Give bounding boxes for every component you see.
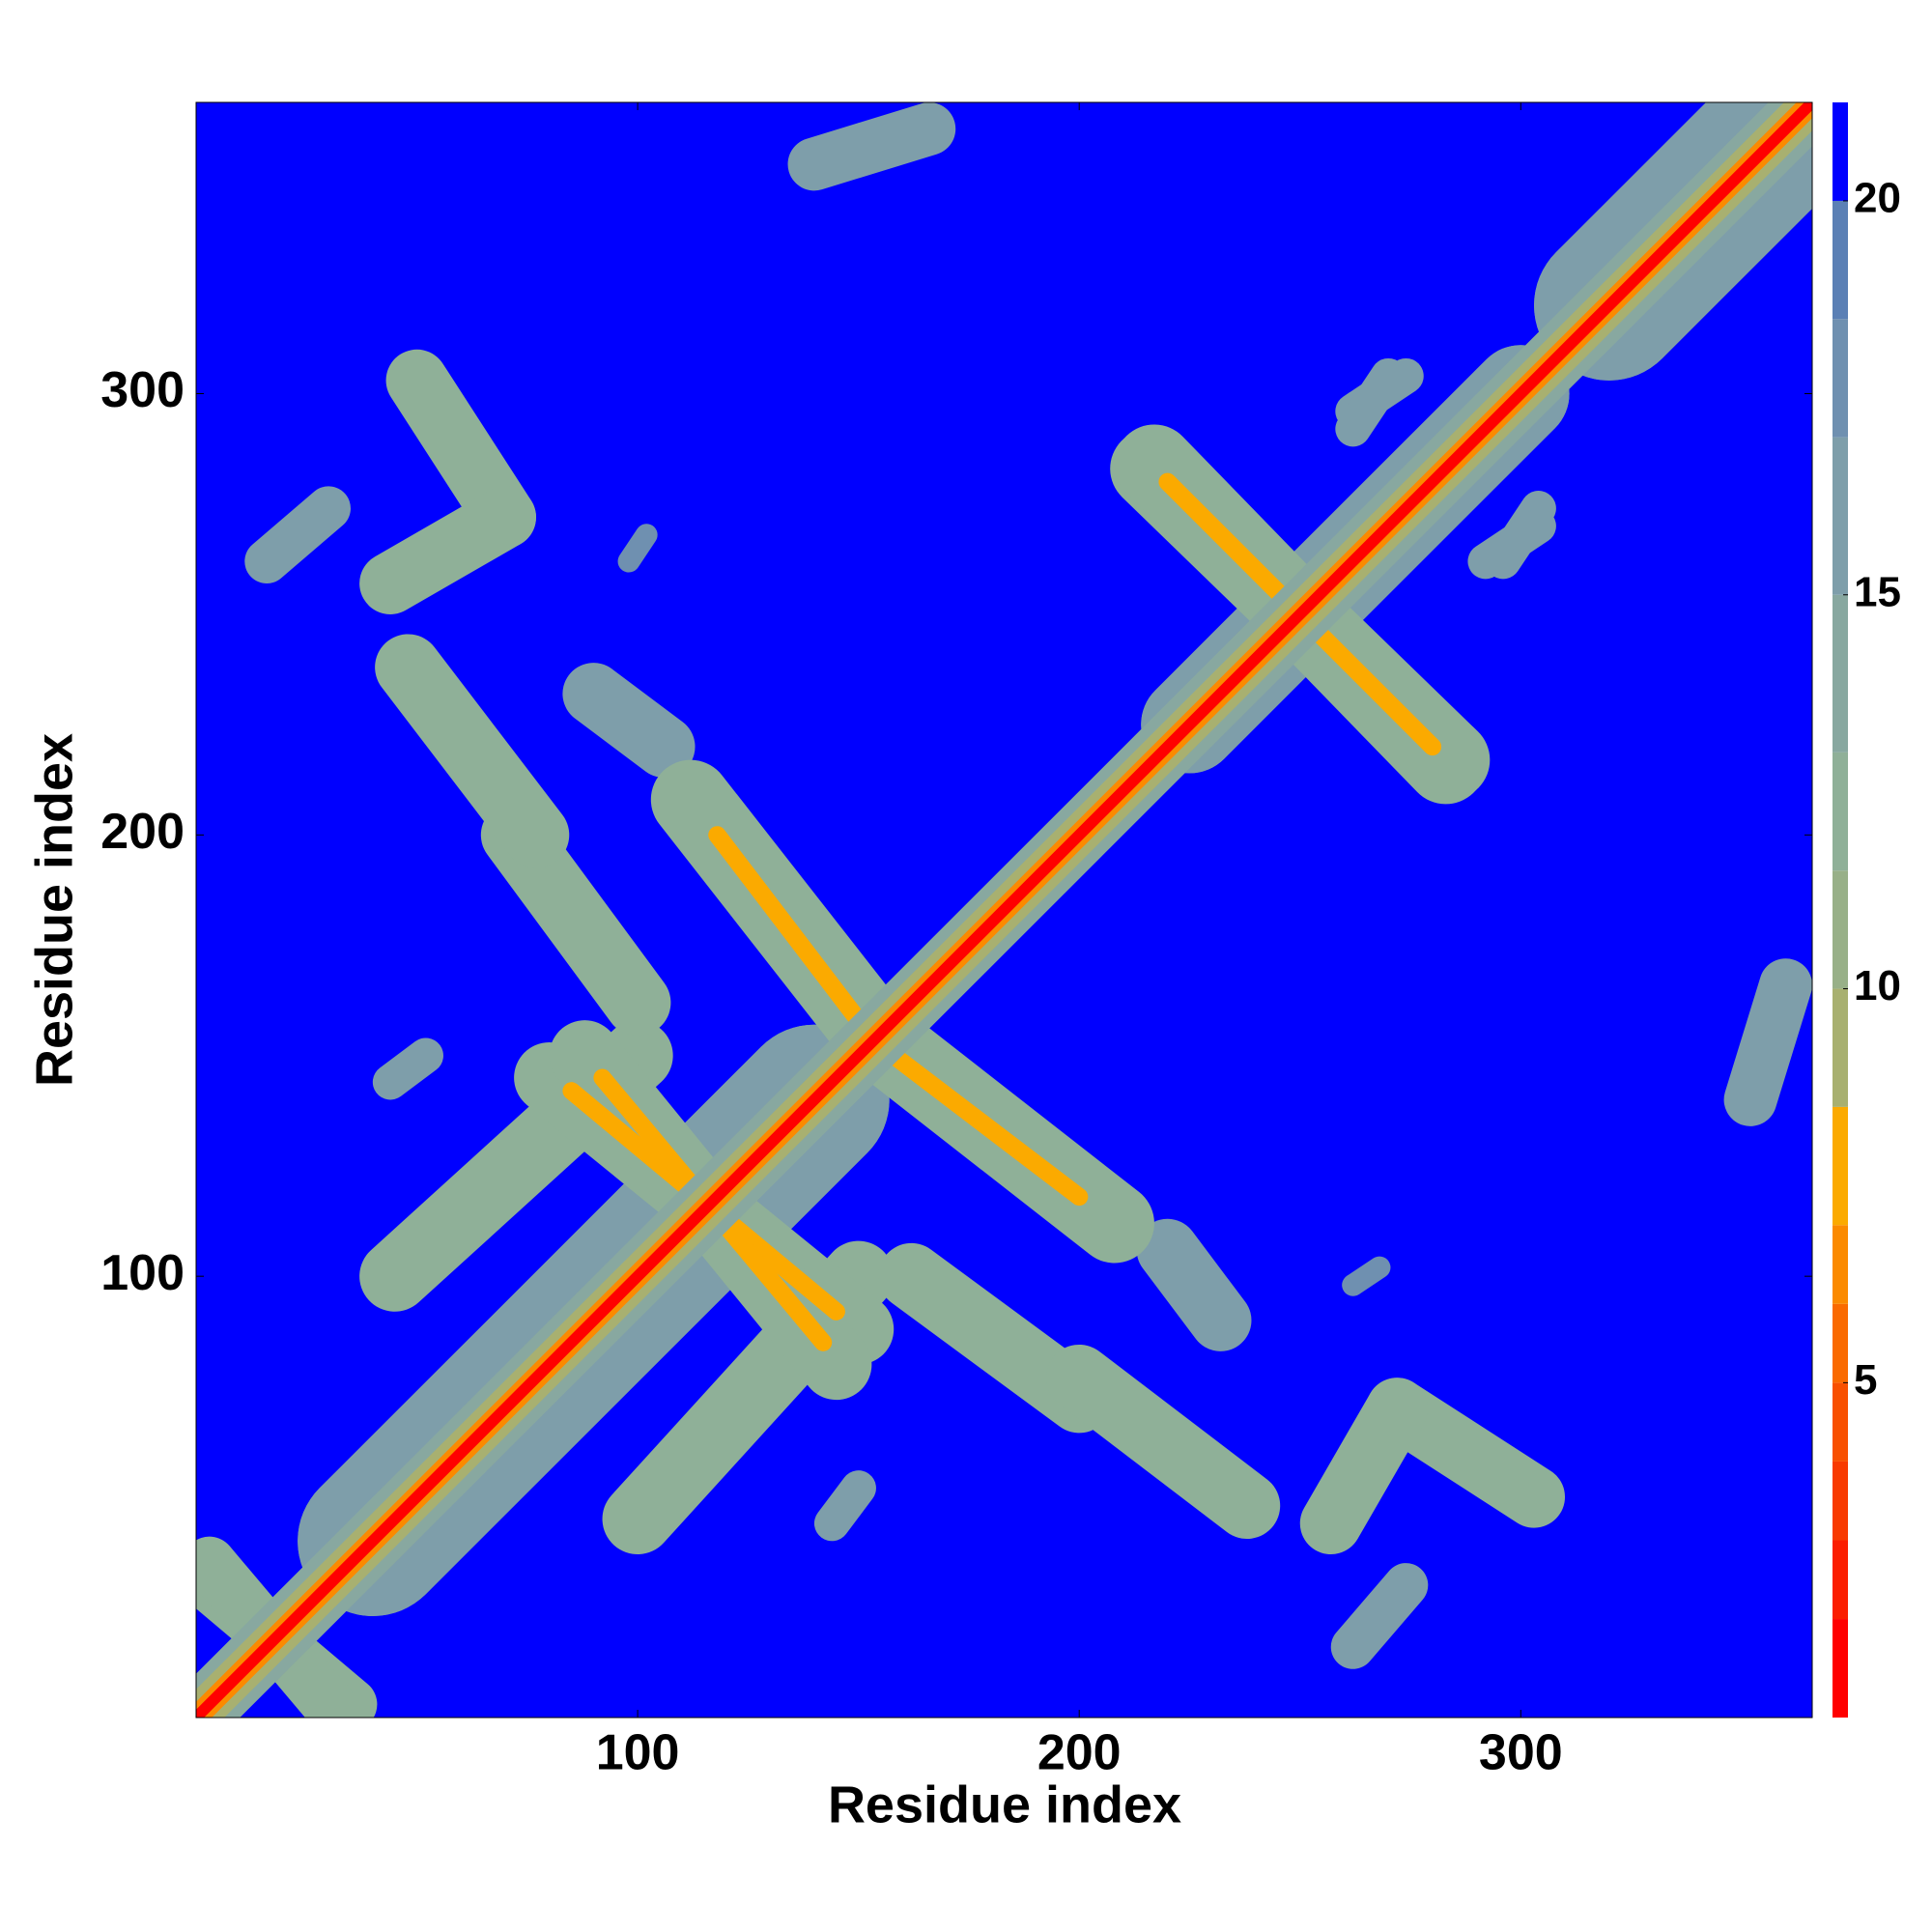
y-tick-label: 200 [100, 804, 185, 860]
contact-mirror [1335, 357, 1406, 447]
colorbar-level [1833, 1225, 1848, 1304]
colorbar-level [1833, 988, 1848, 1107]
x-tick-label: 100 [596, 1725, 680, 1781]
colorbar-level [1833, 752, 1848, 871]
colorbar-level [1833, 1461, 1848, 1541]
y-tick-label: 300 [100, 362, 185, 418]
contact [359, 486, 536, 614]
contact-mirror [1136, 1218, 1252, 1351]
contact [1342, 1256, 1391, 1296]
colorbar-tick-label: 15 [1854, 568, 1901, 615]
x-tick-label: 300 [1479, 1725, 1563, 1781]
contact-mirror [708, 826, 867, 1030]
contact-mirror [1723, 958, 1812, 1126]
colorbar-tick-label: 20 [1854, 175, 1901, 222]
y-tick-label: 100 [100, 1245, 185, 1301]
contact-mirror [1299, 1378, 1429, 1554]
colorbar-level [1833, 1382, 1848, 1462]
colorbar-level [1833, 1619, 1848, 1718]
colorbar-level [1833, 200, 1848, 320]
contact-mirror [1330, 1563, 1429, 1669]
heatmap [196, 102, 1812, 1718]
colorbar-level [1833, 1303, 1848, 1383]
plot-frame [195, 101, 1813, 1719]
contact [372, 1037, 443, 1100]
contact [562, 663, 696, 778]
y-axis-label: Residue index [25, 733, 83, 1087]
contact [787, 102, 956, 191]
contact [244, 486, 351, 583]
colorbar-level [1833, 870, 1848, 989]
colorbar-level [1833, 102, 1848, 201]
contact-mirror [617, 524, 658, 573]
colorbar-level [1833, 1106, 1848, 1226]
contact-mirror [813, 1470, 876, 1542]
x-tick-label: 200 [1037, 1725, 1122, 1781]
contact [885, 1046, 1089, 1207]
contact [1467, 508, 1556, 580]
colorbar-tick-label: 10 [1854, 962, 1901, 1009]
colorbar-level [1833, 437, 1848, 595]
x-axis-label: Residue index [828, 1776, 1181, 1833]
colorbar-level [1833, 319, 1848, 438]
colorbar-level [1833, 1540, 1848, 1620]
colorbar-tick-label: 5 [1854, 1356, 1877, 1404]
colorbar-level [1833, 594, 1848, 753]
contact-mirror [196, 102, 1812, 1718]
contact [1045, 1344, 1281, 1540]
contact-mirror [375, 634, 570, 868]
